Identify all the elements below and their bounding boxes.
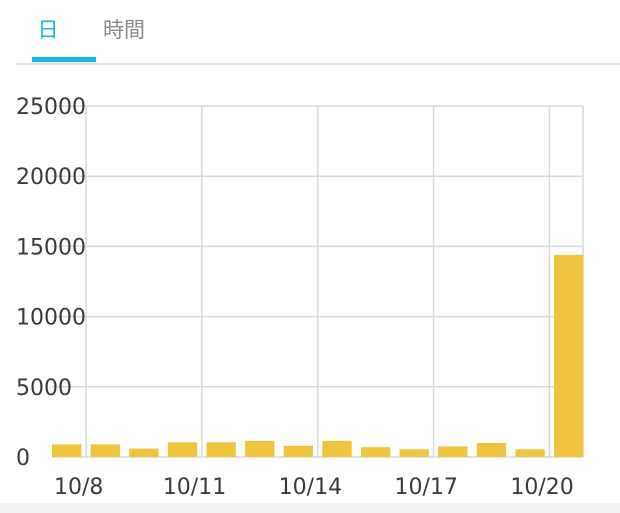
- tab-bar: [16, 0, 620, 65]
- x-tick-label: 10/17: [395, 475, 458, 500]
- bar: [129, 448, 159, 457]
- y-tick-label: 10000: [16, 306, 86, 331]
- bar: [283, 445, 314, 457]
- tab-day[interactable]: 日: [37, 18, 59, 42]
- tab-hour[interactable]: 時間: [103, 18, 145, 42]
- y-tick-label: 25000: [16, 95, 86, 120]
- bar: [167, 442, 198, 457]
- bar: [322, 440, 352, 457]
- x-tick-label: 10/8: [54, 475, 103, 500]
- y-tick-label: 20000: [16, 165, 86, 190]
- bar: [90, 444, 120, 457]
- x-tick-label: 10/14: [279, 475, 342, 500]
- y-tick-label: 0: [16, 446, 30, 471]
- bar: [206, 442, 236, 457]
- bar: [554, 254, 584, 457]
- bar: [52, 444, 82, 457]
- chart-grid: [52, 105, 584, 458]
- bar: [360, 447, 391, 457]
- x-tick-label: 10/20: [510, 475, 573, 500]
- bar: [476, 442, 507, 457]
- y-tick-label: 15000: [16, 235, 86, 260]
- active-tab-indicator: [32, 57, 96, 62]
- bar: [438, 446, 468, 457]
- x-tick-labels: 10/8 10/11 10/14 10/17 10/20: [54, 475, 574, 500]
- x-tick-label: 10/11: [163, 475, 226, 500]
- bar: [515, 449, 545, 457]
- chart-bars: [52, 254, 584, 457]
- y-tick-labels: 0 5000 10000 15000 20000 25000: [16, 95, 86, 471]
- y-tick-label: 5000: [16, 376, 72, 401]
- bar: [399, 449, 429, 457]
- bar: [245, 440, 275, 457]
